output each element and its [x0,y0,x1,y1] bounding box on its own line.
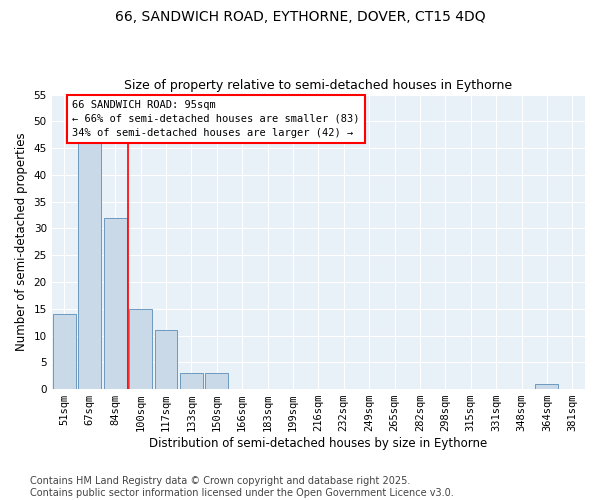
X-axis label: Distribution of semi-detached houses by size in Eythorne: Distribution of semi-detached houses by … [149,437,487,450]
Y-axis label: Number of semi-detached properties: Number of semi-detached properties [15,132,28,351]
Bar [53,314,76,389]
Bar [155,330,178,389]
Text: Contains HM Land Registry data © Crown copyright and database right 2025.
Contai: Contains HM Land Registry data © Crown c… [30,476,454,498]
Title: Size of property relative to semi-detached houses in Eythorne: Size of property relative to semi-detach… [124,79,512,92]
Bar [205,373,228,389]
Bar [129,309,152,389]
Bar [180,373,203,389]
Bar [104,218,127,389]
Bar [535,384,559,389]
Text: 66 SANDWICH ROAD: 95sqm
← 66% of semi-detached houses are smaller (83)
34% of se: 66 SANDWICH ROAD: 95sqm ← 66% of semi-de… [72,100,359,138]
Bar [79,143,101,389]
Text: 66, SANDWICH ROAD, EYTHORNE, DOVER, CT15 4DQ: 66, SANDWICH ROAD, EYTHORNE, DOVER, CT15… [115,10,485,24]
